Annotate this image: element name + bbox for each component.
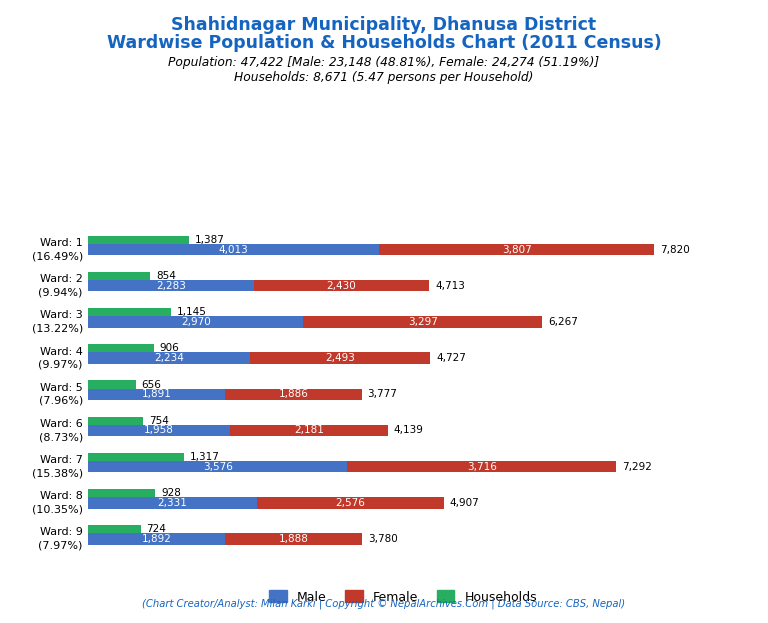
Text: 3,807: 3,807 <box>502 245 531 255</box>
Bar <box>230 425 388 436</box>
Text: 6,267: 6,267 <box>548 317 578 327</box>
Text: 2,234: 2,234 <box>154 353 184 363</box>
Bar <box>88 244 379 255</box>
Bar <box>225 389 362 400</box>
Bar <box>88 389 225 400</box>
Text: 2,283: 2,283 <box>156 281 186 291</box>
Text: 724: 724 <box>147 525 167 535</box>
Text: 3,576: 3,576 <box>203 462 233 472</box>
Text: 1,886: 1,886 <box>279 389 309 399</box>
Bar <box>88 345 154 353</box>
Bar <box>253 280 429 292</box>
Bar <box>88 489 155 497</box>
Bar <box>88 417 143 425</box>
Text: Population: 47,422 [Male: 23,148 (48.81%), Female: 24,274 (51.19%)]: Population: 47,422 [Male: 23,148 (48.81%… <box>168 56 600 69</box>
Text: 1,317: 1,317 <box>190 452 220 462</box>
Bar <box>88 497 257 508</box>
Bar <box>88 533 225 545</box>
Text: Shahidnagar Municipality, Dhanusa District: Shahidnagar Municipality, Dhanusa Distri… <box>171 16 597 34</box>
Text: 4,713: 4,713 <box>435 281 465 291</box>
Bar <box>379 244 654 255</box>
Bar <box>88 525 141 533</box>
Text: 928: 928 <box>161 488 181 498</box>
Bar <box>303 316 542 328</box>
Bar <box>250 353 431 364</box>
Bar <box>88 425 230 436</box>
Text: 4,139: 4,139 <box>394 426 424 435</box>
Text: 656: 656 <box>141 379 161 389</box>
Text: 4,013: 4,013 <box>219 245 248 255</box>
Bar <box>257 497 443 508</box>
Text: 854: 854 <box>156 271 176 281</box>
Text: 1,145: 1,145 <box>177 307 207 317</box>
Bar <box>88 381 136 389</box>
Text: 2,181: 2,181 <box>294 426 324 435</box>
Legend: Male, Female, Households: Male, Female, Households <box>264 586 542 609</box>
Bar <box>88 353 250 364</box>
Text: 7,820: 7,820 <box>660 245 690 255</box>
Text: 2,331: 2,331 <box>157 498 187 508</box>
Text: (Chart Creator/Analyst: Milan Karki | Copyright © NepalArchives.Com | Data Sourc: (Chart Creator/Analyst: Milan Karki | Co… <box>142 599 626 609</box>
Text: 4,727: 4,727 <box>436 353 466 363</box>
Text: 1,891: 1,891 <box>142 389 172 399</box>
Text: 1,958: 1,958 <box>144 426 174 435</box>
Text: 906: 906 <box>160 343 180 353</box>
Text: 3,780: 3,780 <box>368 534 398 544</box>
Bar <box>347 461 616 472</box>
Text: 2,493: 2,493 <box>326 353 355 363</box>
Bar <box>88 316 303 328</box>
Text: 7,292: 7,292 <box>622 462 652 472</box>
Text: 1,892: 1,892 <box>142 534 172 544</box>
Bar <box>88 453 184 461</box>
Text: 4,907: 4,907 <box>449 498 479 508</box>
Text: Wardwise Population & Households Chart (2011 Census): Wardwise Population & Households Chart (… <box>107 34 661 52</box>
Bar <box>88 235 189 244</box>
Bar <box>225 533 362 545</box>
Text: 3,777: 3,777 <box>368 389 397 399</box>
Text: 3,297: 3,297 <box>408 317 438 327</box>
Text: 1,387: 1,387 <box>194 235 224 245</box>
Text: 2,430: 2,430 <box>326 281 356 291</box>
Bar <box>88 280 253 292</box>
Bar <box>88 272 150 280</box>
Text: 3,716: 3,716 <box>467 462 497 472</box>
Text: 1,888: 1,888 <box>279 534 309 544</box>
Bar <box>88 308 171 316</box>
Text: 2,576: 2,576 <box>336 498 366 508</box>
Text: Households: 8,671 (5.47 persons per Household): Households: 8,671 (5.47 persons per Hous… <box>234 71 534 84</box>
Text: 2,970: 2,970 <box>181 317 210 327</box>
Text: 754: 754 <box>149 416 168 426</box>
Bar <box>88 461 347 472</box>
